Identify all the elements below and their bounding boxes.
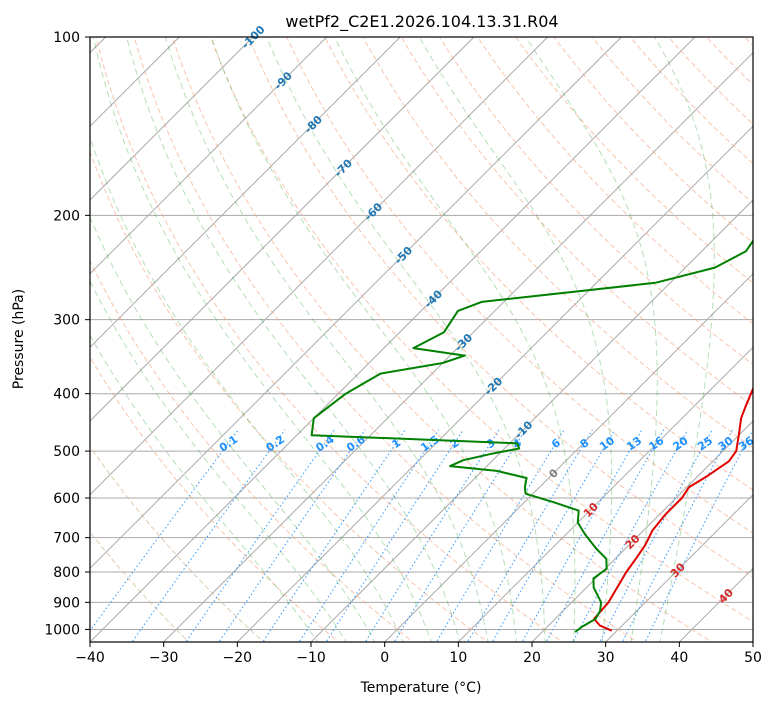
mixing-ratio-line: [545, 429, 665, 642]
x-axis-label: Temperature (°C): [360, 680, 482, 696]
isotherm-line: [90, 37, 622, 570]
moist-adiabat: [266, 37, 546, 642]
moist-adiabat: [164, 37, 489, 642]
x-tick-label: 50: [744, 650, 762, 666]
isotherm-line: [90, 37, 401, 349]
moist-adiabat: [210, 37, 518, 642]
y-tick-label: 900: [53, 595, 80, 611]
isotherm-line: [605, 493, 753, 642]
isotherm-line: [531, 420, 753, 642]
moist-adiabat: [90, 334, 319, 642]
moist-adiabat: [418, 37, 613, 642]
dry-adiabat: [324, 37, 753, 491]
moist-adiabat: [92, 37, 432, 642]
y-tick-label: 1000: [44, 622, 80, 638]
moist-adiabat: [90, 279, 347, 642]
x-tick-label: −30: [149, 650, 179, 666]
y-tick-label: 700: [53, 531, 80, 547]
moist-adiabat: [334, 37, 576, 642]
mixing-ratio-line: [364, 429, 500, 642]
moist-adiabat: [525, 37, 658, 642]
y-tick-label: 800: [53, 565, 80, 581]
isotherm-line: [457, 346, 753, 642]
mixing-ratio-line: [185, 429, 335, 642]
isotherm-line: [90, 37, 328, 275]
temperature-line: [593, 378, 753, 632]
isotherm-line: [90, 37, 254, 201]
y-tick-label: 300: [53, 313, 80, 329]
dewpoint-line: [310, 239, 753, 633]
dry-adiabat: [362, 37, 753, 449]
isotherm-line: [90, 37, 696, 642]
background-lines: [90, 37, 753, 642]
x-tick-label: 30: [597, 650, 615, 666]
isotherm-line: [384, 272, 753, 642]
dry-adiabat: [171, 37, 713, 642]
moist-adiabat: [126, 37, 461, 642]
x-tick-label: 10: [449, 650, 467, 666]
dry-adiabat: [90, 531, 190, 642]
dry-adiabat: [248, 37, 753, 578]
isotherm-line: [310, 199, 753, 642]
moist-adiabat: [654, 37, 715, 642]
y-tick-label: 400: [53, 387, 80, 403]
dry-adiabat: [95, 37, 564, 642]
chart-title: wetPf2_C2E1.2026.104.13.31.R04: [285, 12, 558, 32]
mixing-ratio-line: [262, 429, 406, 642]
mixing-ratio-line: [621, 429, 734, 642]
moist-adiabat: [90, 215, 376, 642]
x-tick-label: −40: [75, 650, 105, 666]
mixing-ratio-line: [131, 429, 286, 642]
profile-lines: [310, 239, 753, 633]
y-axis-label: Pressure (hPa): [11, 289, 27, 389]
dry-adiabat: [90, 356, 340, 642]
y-tick-label: 100: [53, 30, 80, 46]
mixing-ratio-line: [572, 429, 689, 642]
dry-adiabat: [90, 150, 489, 642]
y-tick-label: 500: [53, 444, 80, 460]
mixing-ratio-line: [491, 429, 616, 642]
isotherm-line: [90, 37, 549, 496]
axis-ticks: −40 −30 −20 −10 0 10 20 30 40 50 100 200 300 400 500 60…: [44, 30, 762, 666]
x-tick-label: 20: [523, 650, 541, 666]
mixing-ratio-line: [466, 429, 593, 642]
mixing-ratio-line: [393, 429, 527, 642]
plot-frame: [89, 36, 754, 643]
dry-adiabat: [133, 37, 638, 642]
x-tick-label: −10: [296, 650, 326, 666]
dry-adiabat: [438, 37, 753, 366]
x-tick-label: 0: [380, 650, 389, 666]
isotherm-line: [236, 125, 753, 642]
isotherm-line: [90, 37, 475, 422]
y-tick-label: 600: [53, 491, 80, 507]
mixing-ratio-line: [644, 429, 753, 642]
dry-adiabat: [209, 37, 753, 623]
isotherm-line: [163, 51, 753, 642]
mixing-ratio-line: [298, 429, 440, 642]
y-tick-label: 200: [53, 208, 80, 224]
dry-adiabat: [286, 37, 753, 534]
x-tick-label: −20: [223, 650, 253, 666]
mixing-ratio-line: [521, 429, 643, 642]
moist-adiabat: [90, 135, 404, 642]
mixing-ratio-line: [599, 429, 713, 642]
x-tick-label: 40: [670, 650, 688, 666]
dry-adiabat: [90, 259, 414, 642]
